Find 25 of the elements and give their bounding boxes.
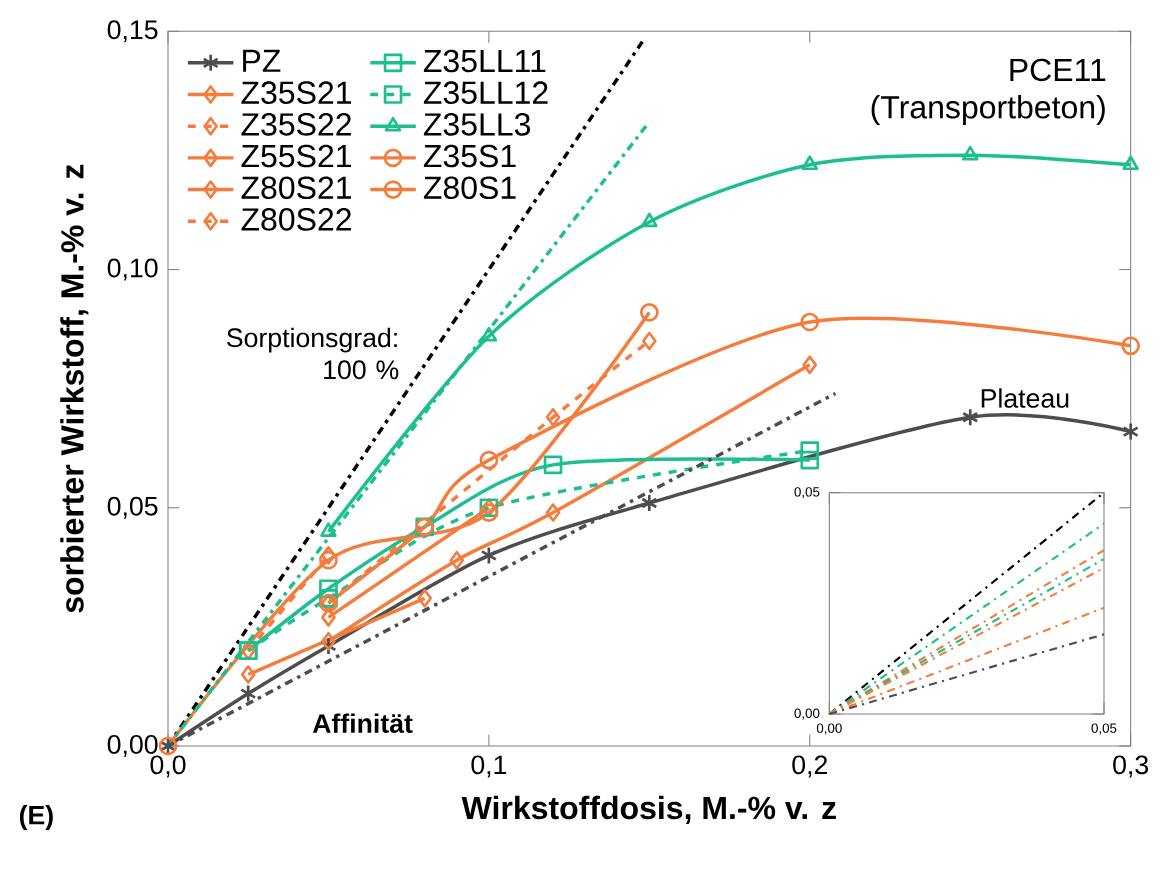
legend-label: PZ (243, 49, 281, 72)
x-tick-label: 0,2 (792, 755, 827, 778)
annotation: Affinität (312, 713, 413, 733)
text: (E) (19, 805, 53, 830)
annotation: Sorptionsgrad: 100 % (227, 327, 399, 380)
legend-label: Z80S21 (241, 176, 351, 200)
legend-label: Z35S21 (241, 81, 351, 104)
legend-label: Z35LL3 (423, 113, 530, 136)
legend-label: Z35S1 (423, 144, 516, 168)
x-tick-label: 0,0 (150, 755, 186, 778)
legend-label: Z80S22 (241, 208, 351, 231)
legend-label: Z35LL12 (423, 81, 548, 104)
annotation: PCE11 (Transportbeton) (871, 58, 1106, 125)
y-tick-label: 0,05 (107, 496, 158, 519)
y-tick-label: 0,10 (107, 258, 158, 281)
legend-label: Z55S21 (241, 144, 351, 168)
x-axis-title: Wirkstoffdosis, M.-% v. z (461, 795, 836, 824)
legend-label: Z80S1 (423, 176, 516, 200)
x-tick-label: 0,1 (471, 755, 507, 778)
y-tick-label: 0,15 (107, 20, 158, 43)
x-tick-label: 0,3 (1113, 755, 1149, 778)
annotation: Plateau (981, 388, 1069, 408)
legend-label: Z35S22 (241, 113, 351, 136)
legend-label: Z35LL11 (423, 49, 546, 73)
y-axis-title: sorbierter Wirkstoff, M.-% v. z (60, 164, 89, 613)
